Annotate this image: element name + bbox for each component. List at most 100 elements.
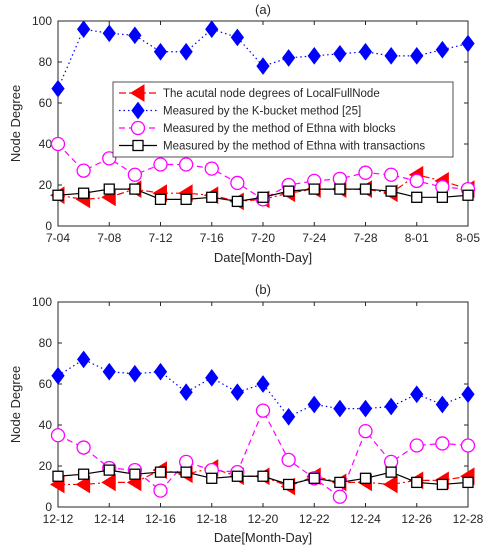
data-point [461,385,475,404]
y-axis-label: Node Degree [8,366,23,443]
data-point [308,183,320,195]
chart-panel-b: 0 20 40 60 80 100 12-12 12-14 12-16 12-18 12-20 12-… [8,282,484,545]
x-tick-label: 7-24 [302,231,326,245]
data-point [206,191,218,203]
data-point [75,475,91,494]
x-tick-label: 7-04 [46,231,70,245]
chart-title: (b) [255,282,271,297]
data-point [359,472,372,484]
data-point [77,20,91,39]
x-tick-label: 7-08 [97,231,121,245]
data-point [308,472,320,484]
legend-marker [130,84,145,102]
legend-marker [132,139,144,152]
x-tick-label: 12-12 [43,512,74,526]
series-4 [52,464,474,491]
x-tick-label: 12-22 [299,512,330,526]
y-tick-label: 40 [39,418,53,432]
data-point [103,183,115,195]
data-point [409,438,424,453]
data-point [282,49,296,67]
data-point [50,136,66,152]
data-point [127,167,143,182]
legend-label: The acutal node degrees of LocalFullNode [163,88,380,100]
data-point [154,466,167,478]
data-point [77,468,90,480]
data-point [204,161,219,176]
data-point [52,189,64,201]
legend-label: Measured by the K-bucket method [25] [163,106,361,118]
data-point [230,175,245,191]
data-point [256,57,270,75]
data-point [409,173,424,189]
data-point [358,42,373,61]
y-tick-label: 60 [39,96,53,110]
y-tick-label: 0 [45,500,52,514]
x-tick-label: 8-05 [456,231,480,245]
x-axis-label: Date[Month-Day] [214,250,312,265]
data-point [51,366,65,385]
data-point [384,47,398,65]
x-tick-label: 12-26 [401,512,432,526]
data-point [231,195,244,208]
data-point [128,26,142,45]
legend-box [112,81,454,158]
data-point [51,79,65,98]
data-point [333,44,347,63]
series-2 [51,350,475,426]
legend-marker [130,120,146,136]
x-tick-label: 12-14 [94,512,125,526]
data-point [282,478,295,491]
data-point [256,375,270,393]
data-point [231,470,244,482]
data-point [129,183,141,195]
data-point [334,476,346,489]
data-point [333,399,347,418]
series-line [57,28,469,89]
y-tick-label: 0 [45,219,52,233]
x-tick-label: 7-28 [353,231,377,245]
data-point [101,473,116,492]
chart-panel-a: 0 20 40 60 80 100 7-04 7-08 7-12 7-16 7-20 7-24 7-28… [8,2,480,265]
data-point [205,369,219,387]
data-point [460,438,476,453]
data-point [383,475,398,494]
data-point [282,407,296,426]
data-point [461,34,475,53]
data-point [435,395,449,414]
y-tick-label: 80 [39,55,53,69]
x-tick-label: 7-20 [251,231,275,245]
data-point [153,362,168,381]
data-point [102,362,116,381]
x-tick-label: 8-01 [405,231,429,245]
data-point [153,42,168,61]
data-point [410,47,424,65]
data-point [282,185,295,197]
data-point [257,470,269,482]
data-point [154,193,167,206]
data-point [332,489,348,504]
data-point [178,157,194,172]
series-4 [52,183,474,208]
data-point [179,383,193,402]
data-point [307,395,321,414]
legend-marker [131,101,145,120]
data-point [307,47,321,65]
y-tick-label: 60 [39,377,53,391]
data-point [255,403,271,418]
data-point [77,187,90,199]
data-point [410,385,424,404]
data-point [332,171,348,187]
data-point [153,483,168,498]
data-point [411,476,423,489]
y-tick-label: 20 [39,178,53,192]
data-point [358,165,373,180]
data-point [411,191,423,203]
data-point [179,42,193,61]
data-point [180,193,192,206]
series-line [57,174,469,203]
series-2 [51,20,475,98]
x-axis-label: Date[Month-Day] [214,530,312,545]
data-point [76,440,91,455]
y-tick-label: 20 [39,459,53,473]
